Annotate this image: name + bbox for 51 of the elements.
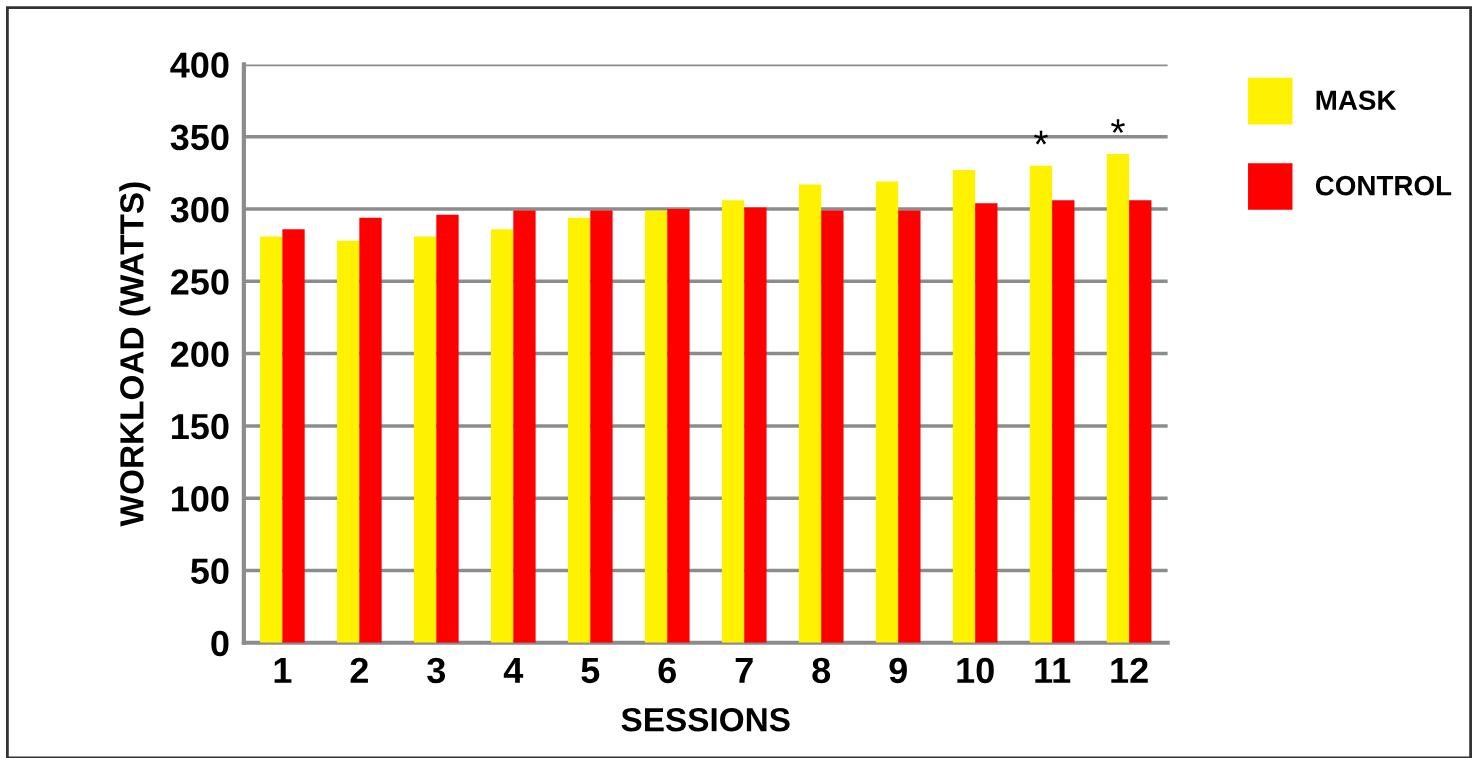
bar [590,210,613,643]
bar [975,203,998,643]
x-tick-label: 6 [658,657,676,684]
y-tick-label: 350 [170,124,229,151]
bar [490,229,514,643]
bar [1029,165,1053,643]
bar [337,240,360,643]
bar [798,184,822,643]
x-axis-title: SESSIONS [621,707,790,732]
x-tick-label: 2 [350,657,368,683]
bar [436,214,459,643]
x-tick-label: 10 [957,657,994,684]
bar [1052,200,1075,643]
y-tick-label: 50 [190,558,229,584]
x-tick-label: 5 [581,658,600,684]
x-tick-label: 4 [503,658,524,683]
x-tick-label: 1 [274,658,292,683]
bar [821,210,844,643]
bar [513,210,536,643]
y-tick-label: 150 [172,413,229,440]
bar [567,217,591,643]
bar [359,217,382,643]
x-tick-label: 7 [735,658,753,683]
bar [413,236,437,643]
x-tick-label: 8 [812,657,831,684]
y-tick-label: 200 [170,341,229,368]
bar [644,210,668,643]
y-tick-label: 400 [170,52,229,78]
y-tick-label: 100 [172,486,229,512]
bar [875,181,899,643]
legend-label: CONTROL [1315,175,1452,196]
bar [721,200,745,643]
x-tick-label: 9 [889,657,907,684]
bar [952,169,976,643]
annotation: * [1034,130,1048,145]
bar [1106,154,1130,643]
bar [667,209,690,643]
y-tick-label: 0 [211,630,229,657]
legend-label: MASK [1316,90,1397,111]
y-tick-label: 250 [170,269,229,295]
x-tick-label: 11 [1035,658,1071,683]
bar [282,229,305,643]
x-tick-label: 3 [427,657,446,684]
bar [744,207,767,643]
annotation: * [1111,119,1125,133]
x-tick-label: 12 [1111,657,1148,683]
bar [260,236,283,643]
y-tick-label: 300 [170,196,229,223]
bar [898,210,921,643]
bar [1129,200,1152,643]
y-axis-title: WORKLOAD (WATTS) [119,182,151,527]
